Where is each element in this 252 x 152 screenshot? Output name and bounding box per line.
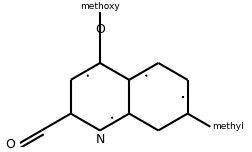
Text: methoxy: methoxy xyxy=(80,2,120,11)
Text: O: O xyxy=(95,23,105,36)
Text: methyl: methyl xyxy=(212,122,244,131)
Text: N: N xyxy=(95,133,105,146)
Text: O: O xyxy=(5,138,15,151)
